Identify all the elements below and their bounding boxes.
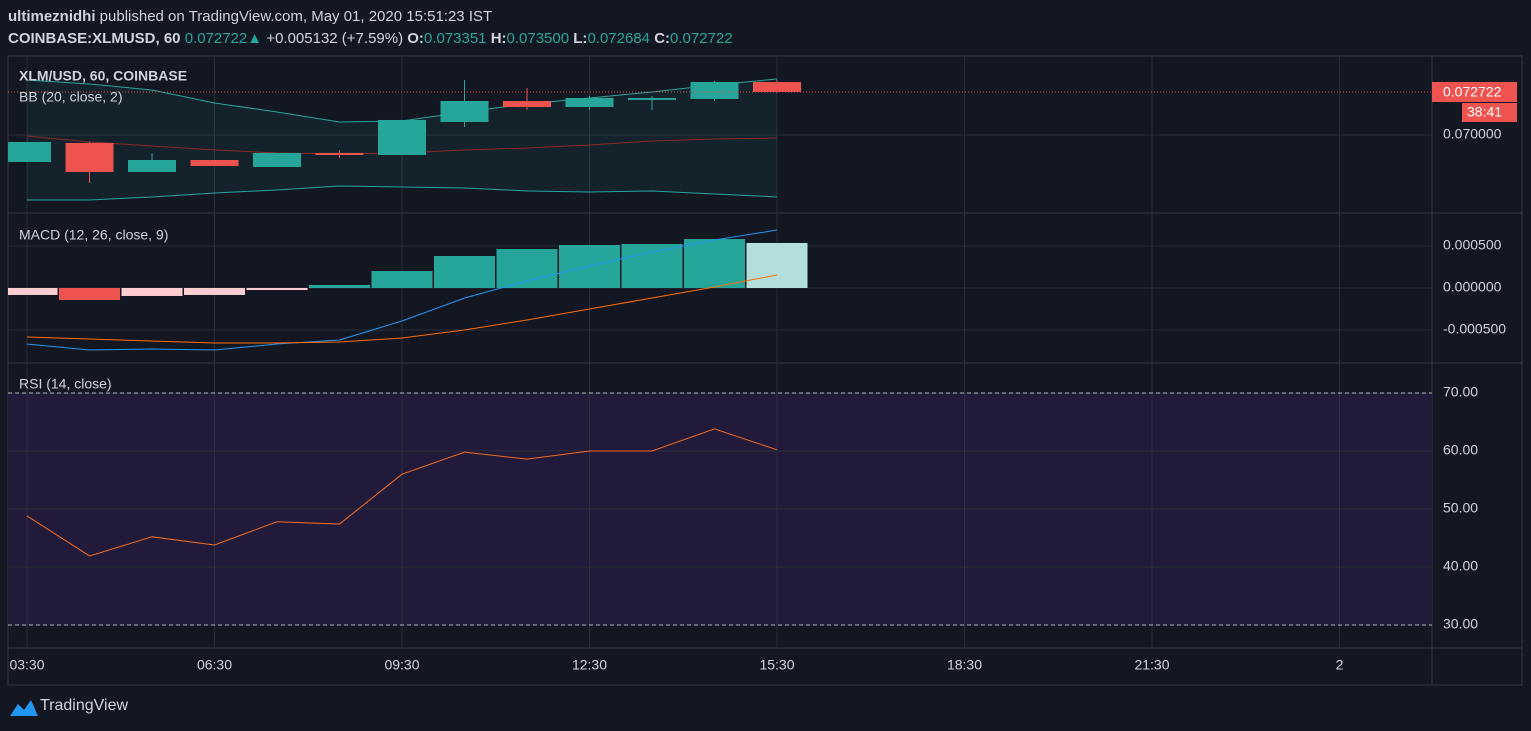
o-label: O: [407,30,424,47]
plot-area [8,56,1432,648]
y-tick-label: 70.00 [1443,384,1478,400]
macd-line [26,274,778,344]
histogram-bar [8,288,58,295]
y-tick-label: 0.000500 [1443,237,1502,253]
y-tick-label: -0.000500 [1443,321,1506,337]
l-label: L: [573,30,588,47]
histogram-bar [59,288,120,301]
candle-body [565,97,614,107]
c: 0.072722 [670,30,733,47]
pane-title: MACD (12, 26, close, 9) [19,227,168,243]
histogram-bar [309,284,370,288]
y-tick-label: 30.00 [1443,616,1478,632]
candle-body [65,142,114,172]
y-tick-label: 50.00 [1443,500,1478,516]
candle-body [753,82,801,92]
x-tick-label: 03:30 [9,657,44,673]
bb-title: BB (20, close, 2) [19,89,123,105]
x-tick-label: 12:30 [572,657,607,673]
x-tick-label: 18:30 [947,657,982,673]
histogram-bar [684,239,745,288]
y-tick-label: 40.00 [1443,558,1478,574]
candle-body [690,81,739,99]
rsi-line [26,428,778,557]
y-tick-label: 0.000000 [1443,279,1502,295]
h-label: H: [490,30,507,47]
histogram-bar [621,243,683,288]
x-tick-label: 09:30 [384,657,419,673]
header-line-2: COINBASE:XLMUSD, 60 0.072722▲ +0.005132 … [8,28,733,50]
candle-body [503,100,551,107]
symbol: COINBASE:XLMUSD, 60 [8,30,181,47]
candle-body [440,100,489,122]
histogram-bar [371,271,433,288]
y-tick-label: 0.070000 [1443,126,1502,142]
logo-icon [10,700,38,716]
frame [7,55,1523,686]
bb-lower [27,185,778,201]
price-tag [1432,81,1517,102]
candle-body [128,159,176,172]
countdown: 38:41 [1467,104,1502,120]
price: 0.072722 [184,30,248,47]
published: published on TradingView.com, May 01, 20… [99,8,493,25]
histogram-bar [121,288,183,296]
histogram-bar [746,242,808,288]
footer-brand: TradingView [40,697,129,714]
macd-line [26,229,778,351]
header: ultimeznidhi published on TradingView.co… [8,6,733,50]
pane-title: XLM/USD, 60, COINBASE [19,68,187,84]
o: 0.073351 [423,30,487,47]
l: 0.072684 [587,30,651,47]
author: ultimeznidhi [8,8,96,25]
price-tag-label: 0.072722 [1443,84,1502,100]
y-tick-label: 60.00 [1443,442,1478,458]
histogram-bar [246,288,308,291]
c-label: C: [654,30,671,47]
candle-body [8,141,51,162]
candle-body [378,119,426,155]
countdown-tag [1462,102,1517,122]
x-tick-label: 2 [1336,657,1344,673]
h: 0.073500 [506,30,570,47]
x-tick-label: 21:30 [1134,657,1169,673]
pane-title: RSI (14, close) [19,376,112,392]
x-tick-label: 06:30 [197,657,232,673]
candle-body [628,97,676,100]
change: +0.005132 (+7.59%) [266,30,404,47]
histogram-bar [496,249,558,288]
arrow: ▲ [247,30,263,47]
header-line-1: ultimeznidhi published on TradingView.co… [8,6,733,28]
x-tick-label: 15:30 [759,657,794,673]
candle-body [190,159,239,166]
candle-body [315,152,364,155]
candle-body [253,152,301,167]
histogram-bar [184,288,245,295]
histogram-bar [434,256,495,288]
